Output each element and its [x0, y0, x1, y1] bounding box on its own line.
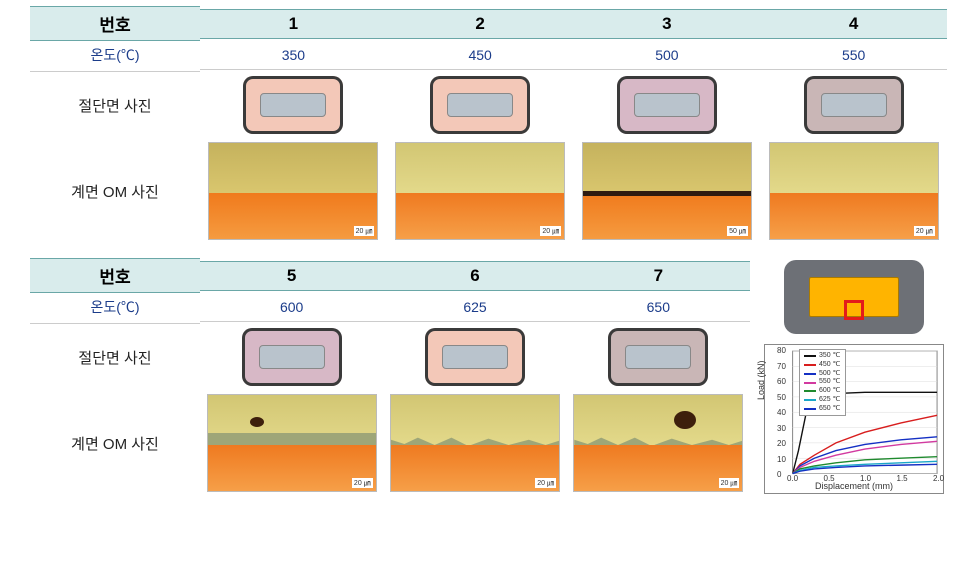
- header-sample-2: 2: [387, 9, 574, 39]
- row-interface-om-2: 계면 OM 사진: [30, 429, 200, 458]
- header-temperature: 온도(℃): [30, 41, 200, 72]
- side-panel: 350 ℃450 ℃500 ℃550 ℃600 ℃625 ℃650 ℃ Load…: [764, 258, 944, 494]
- om-photo-6: 20 ㎛: [383, 390, 566, 496]
- bottom-header-row: 번호 5 6 7: [30, 258, 750, 293]
- header-temperature-2: 온도(℃): [30, 293, 200, 324]
- top-table: 번호 1 2 3 4 온도(℃) 350 450 500 550 절단면 사진 …: [0, 0, 977, 248]
- xsec-photo-1: [200, 72, 387, 138]
- chart-ylabel: Load (kN): [756, 360, 766, 400]
- xsec-photo-5: [200, 324, 383, 390]
- xsec-photo-4: [760, 72, 947, 138]
- temp-6: 625: [383, 295, 566, 322]
- header-number-2: 번호: [30, 258, 200, 293]
- temp-7: 650: [567, 295, 750, 322]
- om-photo-1: 20 ㎛: [200, 138, 387, 244]
- xsec-photo-2: [387, 72, 574, 138]
- temp-4: 550: [760, 43, 947, 70]
- header-sample-4: 4: [760, 9, 947, 39]
- om-photo-3: 50 ㎛: [574, 138, 761, 244]
- row-cross-section-2: 절단면 사진: [30, 343, 200, 372]
- top-xsec-row: 절단면 사진: [30, 72, 947, 138]
- chart-legend: 350 ℃450 ℃500 ℃550 ℃600 ℃625 ℃650 ℃: [799, 349, 846, 416]
- top-temp-row: 온도(℃) 350 450 500 550: [30, 41, 947, 72]
- bottom-om-row: 계면 OM 사진 20 ㎛ 20 ㎛ 20 ㎛: [30, 390, 750, 496]
- bottom-xsec-row: 절단면 사진: [30, 324, 750, 390]
- top-om-row: 계면 OM 사진 20 ㎛ 20 ㎛ 50 ㎛ 20 ㎛: [30, 138, 947, 244]
- header-sample-6: 6: [383, 261, 566, 291]
- header-number: 번호: [30, 6, 200, 41]
- om-photo-2: 20 ㎛: [387, 138, 574, 244]
- row-cross-section: 절단면 사진: [30, 91, 200, 120]
- header-sample-3: 3: [574, 9, 761, 39]
- bottom-temp-row: 온도(℃) 600 625 650: [30, 293, 750, 324]
- top-header-row: 번호 1 2 3 4: [30, 6, 947, 41]
- om-photo-4: 20 ㎛: [760, 138, 947, 244]
- om-photo-5: 20 ㎛: [200, 390, 383, 496]
- load-displacement-chart: 350 ℃450 ℃500 ℃550 ℃600 ℃625 ℃650 ℃ Load…: [764, 344, 944, 494]
- header-sample-5: 5: [200, 261, 383, 291]
- temp-2: 450: [387, 43, 574, 70]
- chart-svg: [765, 345, 943, 493]
- xsec-photo-7: [567, 324, 750, 390]
- bottom-region: 번호 5 6 7 온도(℃) 600 625 650 절단면 사진 계면 OM …: [0, 248, 977, 496]
- temp-5: 600: [200, 295, 383, 322]
- header-sample-1: 1: [200, 9, 387, 39]
- bottom-table: 번호 5 6 7 온도(℃) 600 625 650 절단면 사진 계면 OM …: [30, 258, 750, 496]
- row-interface-om: 계면 OM 사진: [30, 177, 200, 206]
- xsec-photo-3: [574, 72, 761, 138]
- temp-3: 500: [574, 43, 761, 70]
- header-sample-7: 7: [567, 261, 750, 291]
- roi-schematic-icon: [784, 260, 924, 334]
- temp-1: 350: [200, 43, 387, 70]
- xsec-photo-6: [383, 324, 566, 390]
- om-photo-7: 20 ㎛: [567, 390, 750, 496]
